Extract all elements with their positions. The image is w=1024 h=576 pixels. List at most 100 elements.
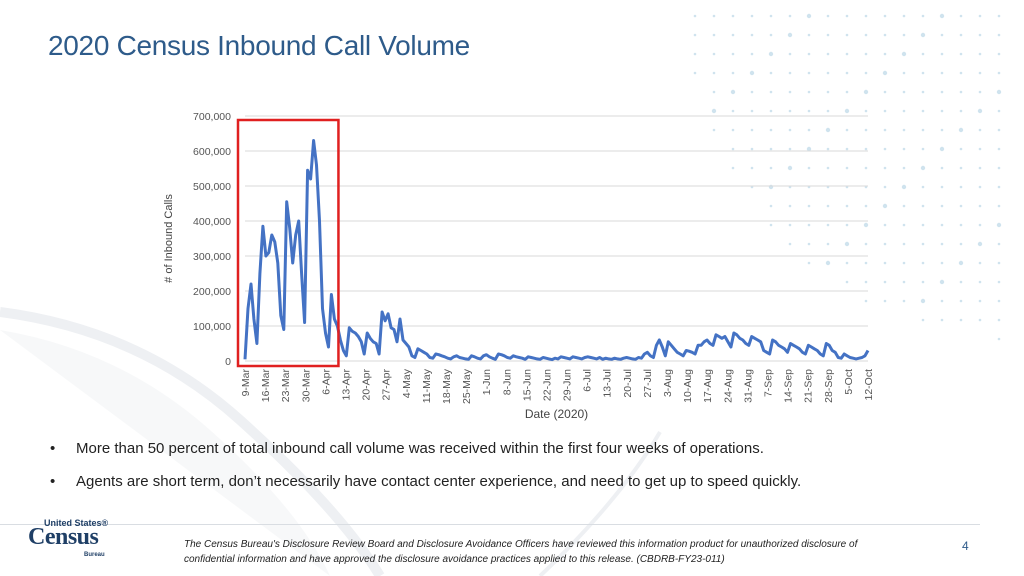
y-axis-ticks: 0 100,000 200,000 300,000 400,000 500,000 600,…	[193, 111, 231, 368]
decorative-dot	[826, 147, 830, 151]
x-tick-label: 12-Oct	[863, 369, 875, 401]
x-tick-label: 7-Sep	[763, 369, 775, 397]
decorative-dot	[997, 185, 1001, 189]
decorative-dot	[826, 90, 830, 94]
decorative-dot	[807, 204, 811, 208]
decorative-dot	[731, 166, 735, 170]
decorative-dot	[959, 185, 963, 189]
decorative-dot	[883, 109, 887, 113]
decorative-dot	[978, 128, 982, 132]
decorative-dot	[978, 280, 982, 284]
decorative-dot	[864, 166, 868, 170]
x-tick-label: 1-Jun	[481, 369, 493, 395]
y-tick-label: 200,000	[193, 286, 231, 298]
decorative-dot	[750, 166, 754, 170]
decorative-dot	[826, 52, 830, 56]
decorative-dot	[997, 109, 1001, 113]
decorative-dot	[693, 14, 697, 18]
y-tick-label: 600,000	[193, 146, 231, 158]
decorative-dot	[749, 70, 755, 76]
decorative-dot	[997, 204, 1001, 208]
decorative-dot	[826, 166, 830, 170]
decorative-dot	[864, 109, 868, 113]
x-tick-label: 6-Jul	[582, 369, 594, 392]
decorative-dot	[940, 71, 944, 75]
decorative-dot	[902, 33, 906, 37]
decorative-dot	[902, 299, 906, 303]
decorative-dot	[959, 166, 963, 170]
decorative-dot	[712, 33, 716, 37]
decorative-dot	[731, 14, 735, 18]
decorative-dot	[863, 89, 869, 95]
decorative-dot	[844, 241, 850, 247]
decorative-dot	[731, 52, 735, 56]
decorative-dot	[807, 128, 811, 132]
y-tick-label: 0	[225, 356, 231, 368]
x-tick-label: 13-Jul	[602, 369, 614, 398]
x-tick-label: 23-Mar	[280, 369, 292, 403]
decorative-dot	[921, 280, 925, 284]
decorative-dot	[959, 318, 963, 322]
x-tick-label: 30-Mar	[300, 369, 312, 403]
decorative-dot	[826, 14, 830, 18]
decorative-dot	[712, 128, 716, 132]
decorative-dot	[940, 261, 944, 265]
decorative-dot	[997, 318, 1001, 322]
bullet-item: • Agents are short term, don’t necessaril…	[44, 473, 1004, 491]
decorative-dot	[977, 108, 983, 114]
decorative-dot	[959, 52, 963, 56]
x-axis-ticks: 9-Mar 16-Mar 23-Mar 30-Mar 6-Apr 13-Apr 20-Apr…	[240, 368, 875, 404]
x-tick-label: 27-Apr	[381, 368, 393, 400]
decorative-dot	[750, 147, 754, 151]
decorative-dot	[769, 147, 773, 151]
y-tick-label: 500,000	[193, 181, 231, 193]
decorative-dot	[883, 147, 887, 151]
decorative-dot	[807, 242, 811, 246]
decorative-dot	[845, 90, 849, 94]
decorative-dot	[788, 147, 792, 151]
footer-divider	[0, 524, 980, 525]
decorative-dot	[788, 204, 792, 208]
decorative-dot	[769, 128, 773, 132]
decorative-dot	[788, 242, 792, 246]
decorative-dot	[940, 242, 944, 246]
decorative-dot	[750, 33, 754, 37]
decorative-dot	[845, 204, 849, 208]
decorative-dot	[940, 299, 944, 303]
decorative-dot	[901, 184, 907, 190]
decorative-dot	[978, 261, 982, 265]
decorative-dot	[978, 33, 982, 37]
decorative-dot	[940, 52, 944, 56]
x-tick-label: 6-Apr	[320, 369, 332, 395]
decorative-dot	[769, 204, 773, 208]
decorative-dot	[997, 337, 1001, 341]
decorative-dot	[959, 280, 963, 284]
decorative-dot	[902, 90, 906, 94]
decorative-dot	[883, 90, 887, 94]
decorative-dot	[940, 33, 944, 37]
decorative-dot	[864, 299, 868, 303]
decorative-dot-grid	[693, 13, 1002, 341]
decorative-dot	[769, 166, 773, 170]
decorative-dot	[750, 90, 754, 94]
decorative-dot	[997, 33, 1001, 37]
decorative-dot	[731, 109, 735, 113]
decorative-dot	[769, 71, 773, 75]
x-tick-label: 21-Sep	[803, 369, 815, 403]
decorative-dot	[731, 128, 735, 132]
decorative-dot	[769, 33, 773, 37]
decorative-dot	[845, 147, 849, 151]
x-tick-label: 3-Aug	[662, 369, 674, 397]
decorative-dot	[826, 223, 830, 227]
x-tick-label: 22-Jun	[541, 369, 553, 401]
decorative-dot	[978, 71, 982, 75]
decorative-dot	[788, 14, 792, 18]
y-axis-label: # of Inbound Calls	[163, 194, 175, 283]
decorative-dot	[788, 128, 792, 132]
decorative-dot	[921, 204, 925, 208]
x-tick-label: 4-May	[401, 368, 413, 398]
decorative-dot	[958, 260, 964, 266]
decorative-dot	[693, 33, 697, 37]
decorative-dot	[997, 299, 1001, 303]
decorative-dot	[959, 14, 963, 18]
